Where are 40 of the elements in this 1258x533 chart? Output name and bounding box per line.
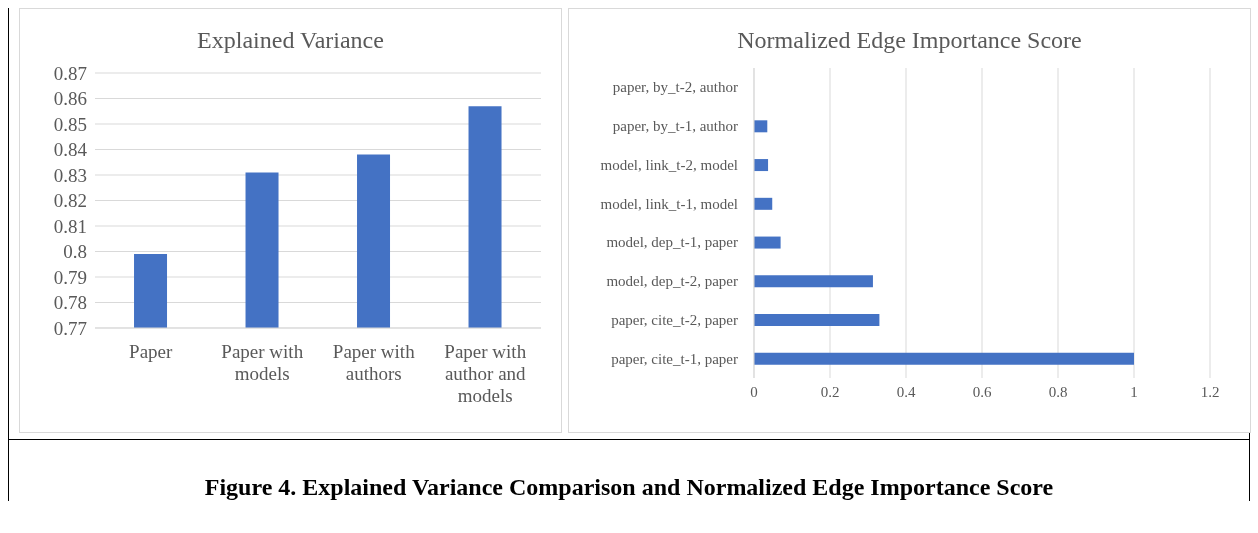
bar <box>754 159 769 172</box>
y-tick-label: 0.81 <box>53 215 87 237</box>
y-tick-label: 0.87 <box>53 62 87 84</box>
bar <box>754 120 768 133</box>
x-tick-label: 0.4 <box>896 383 916 400</box>
x-tick-label: 1 <box>1130 383 1138 400</box>
chart-title: Explained Variance <box>196 27 385 55</box>
y-tick-label: model, link_t-2, model <box>600 156 738 173</box>
bar <box>754 352 1134 365</box>
x-tick-label: Paper <box>129 341 174 362</box>
y-tick-label: model, dep_t-1, paper <box>606 234 738 251</box>
x-tick-label: Paper with models <box>221 341 304 384</box>
x-tick-label: 1.2 <box>1200 383 1220 400</box>
y-tick-label: 0.83 <box>53 164 87 186</box>
y-tick-label: 0.85 <box>53 113 87 135</box>
y-tick-label: 0.78 <box>53 292 87 314</box>
caption: Figure 4. Explained Variance Comparison and Normalized Edge Importance Score <box>203 474 1055 501</box>
y-tick-label: model, link_t-1, model <box>600 195 738 212</box>
bar <box>754 314 880 327</box>
x-tick-label: Paper with author and models <box>444 341 527 406</box>
chart-title: Normalized Edge Importance Score <box>736 27 1083 55</box>
y-tick-label: paper, cite_t-2, paper <box>611 311 738 328</box>
y-tick-label: 0.82 <box>53 190 87 212</box>
x-tick-label: 0.6 <box>972 383 992 400</box>
x-tick-label: 0.2 <box>820 383 840 400</box>
y-tick-label: paper, by_t-2, author <box>612 79 738 96</box>
y-tick-label: 0.8 <box>63 241 87 263</box>
bar <box>754 275 873 288</box>
y-tick-label: paper, by_t-1, author <box>612 118 738 135</box>
bar <box>754 236 781 249</box>
y-tick-label: 0.77 <box>53 317 87 339</box>
y-tick-label: 0.84 <box>53 139 88 161</box>
y-tick-label: 0.79 <box>53 266 87 288</box>
y-tick-label: 0.86 <box>53 88 87 110</box>
x-tick-label: 0 <box>750 383 758 400</box>
y-tick-label: model, dep_t-2, paper <box>606 273 738 290</box>
bar <box>754 197 773 210</box>
x-tick-label: 0.8 <box>1048 383 1068 400</box>
x-tick-label: Paper with authors <box>332 341 416 384</box>
y-tick-label: paper, cite_t-1, paper <box>611 350 738 367</box>
